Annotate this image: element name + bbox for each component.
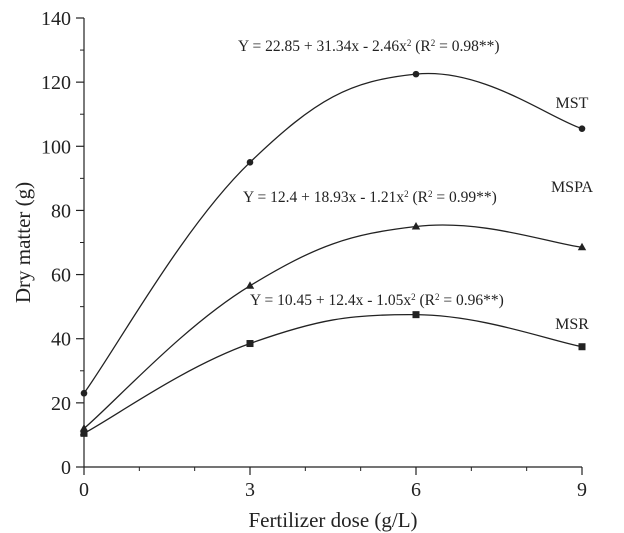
superscript: 2 [411, 292, 416, 302]
data-point-mspa [79, 424, 89, 432]
y-tick-label: 140 [41, 8, 71, 30]
y-axis-title: Dry matter (g) [11, 182, 35, 303]
superscript: 2 [404, 189, 409, 199]
y-tick-label: 80 [51, 200, 71, 222]
equation-part: Y = 10.45 + 12.4x - 1.05x [250, 292, 411, 309]
equation-part: = 0.99**) [433, 189, 497, 206]
superscript: 2 [428, 189, 433, 199]
y-tick-label: 0 [61, 457, 71, 479]
data-point-mst [578, 125, 586, 132]
fit-curve-msr [83, 313, 583, 434]
y-tick-label: 120 [41, 72, 71, 94]
series-label-msr: MSR [555, 316, 589, 333]
series-label-mspa: MSPA [551, 179, 594, 196]
data-point-mspa [411, 221, 421, 230]
y-tick-label: 100 [41, 136, 71, 158]
equation-part: = 0.96**) [440, 292, 504, 309]
equation-part: (R [416, 292, 436, 309]
fit-curves [83, 72, 583, 434]
data-point-mspa [577, 242, 587, 251]
superscript: 2 [431, 38, 436, 48]
equation-part: (R [411, 38, 431, 55]
y-tick-label: 20 [51, 393, 71, 415]
y-tick-label: 40 [51, 329, 71, 351]
annotations: Y = 22.85 + 31.34x - 2.46x2 (R2 = 0.98**… [238, 38, 594, 333]
series-label-mst: MST [556, 95, 589, 112]
superscript: 2 [435, 292, 440, 302]
x-tick-label: 6 [411, 479, 421, 501]
x-tick-label: 0 [79, 479, 89, 501]
equation-mspa: Y = 12.4 + 18.93x - 1.21x2 (R2 = 0.99**) [243, 189, 497, 206]
x-tick-label: 3 [245, 479, 255, 501]
superscript: 2 [407, 38, 412, 48]
equation-mst: Y = 22.85 + 31.34x - 2.46x2 (R2 = 0.98**… [238, 38, 500, 55]
data-point-mst [80, 389, 88, 397]
data-point-msr [412, 311, 420, 319]
equation-msr: Y = 10.45 + 12.4x - 1.05x2 (R2 = 0.96**) [250, 292, 504, 309]
data-point-mst [246, 159, 254, 166]
y-tick-label: 60 [51, 265, 71, 287]
data-markers [79, 70, 587, 437]
data-point-mst [412, 70, 420, 78]
equation-part: (R [409, 189, 429, 206]
equation-part: Y = 12.4 + 18.93x - 1.21x [243, 189, 404, 206]
equation-part: Y = 22.85 + 31.34x - 2.46x [238, 38, 407, 55]
axes: 0 20 40 60 80 100 120 140 0 3 6 9 [41, 8, 587, 501]
x-axis-title: Fertilizer dose (g/L) [248, 508, 417, 532]
data-point-mspa [245, 281, 255, 289]
equation-part: = 0.98**) [435, 38, 499, 55]
fit-curve-mspa [83, 224, 583, 430]
x-tick-label: 9 [577, 479, 587, 501]
data-point-msr [80, 429, 88, 437]
data-point-msr [246, 340, 254, 348]
fit-curve-mst [83, 72, 583, 394]
data-point-msr [578, 343, 586, 351]
